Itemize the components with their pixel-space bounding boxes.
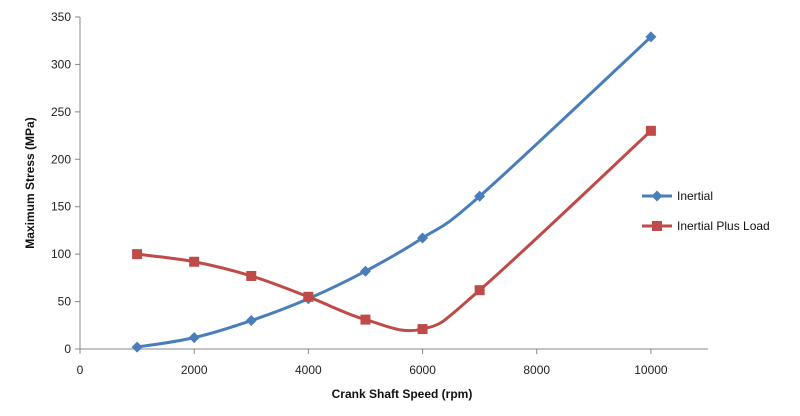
legend-label: Inertial Plus Load [677, 219, 770, 233]
y-tick-label: 200 [51, 152, 71, 166]
series-layer [131, 31, 657, 353]
data-point-square [360, 314, 371, 325]
legend-label: Inertial [677, 189, 713, 203]
y-tick-label: 250 [51, 105, 71, 119]
series-line [136, 129, 652, 333]
y-tick-label: 350 [51, 10, 71, 24]
axes [79, 17, 708, 350]
x-tick-label: 0 [77, 363, 84, 377]
data-point-diamond [417, 232, 429, 244]
data-point-square [417, 324, 428, 335]
data-point-square [246, 270, 257, 281]
y-tick-label: 150 [51, 200, 71, 214]
data-point-diamond [645, 31, 657, 43]
x-tick-label: 4000 [295, 363, 322, 377]
legend-item: Inertial [642, 189, 713, 203]
data-point-diamond [474, 190, 486, 202]
data-point-diamond [245, 315, 257, 327]
series-inertial [131, 31, 657, 353]
legend-item: Inertial Plus Load [642, 219, 770, 233]
data-point-square [189, 256, 200, 267]
y-tick-labels: 0 50 100 150 200 250 300 350 [51, 10, 80, 356]
x-tick-label: 2000 [181, 363, 208, 377]
legend-marker [652, 221, 662, 231]
data-point-square [645, 125, 656, 136]
data-point-diamond [188, 332, 200, 344]
x-axis-title: Crank Shaft Speed (rpm) [332, 387, 473, 401]
x-tick-label: 10000 [634, 363, 668, 377]
data-point-diamond [359, 265, 371, 277]
data-point-square [303, 291, 314, 302]
x-tick-label: 6000 [409, 363, 436, 377]
y-axis-title: Maximum Stress (MPa) [23, 117, 37, 248]
y-tick-label: 50 [58, 295, 72, 309]
data-point-square [474, 285, 485, 296]
data-point-square [132, 249, 143, 260]
y-tick-label: 0 [64, 342, 71, 356]
x-tick-label: 8000 [523, 363, 550, 377]
data-point-diamond [131, 341, 143, 353]
legend: Inertial Inertial Plus Load [642, 189, 770, 233]
y-tick-label: 100 [51, 247, 71, 261]
series-inertial-plus-load [132, 125, 656, 335]
x-tick-labels: 0 2000 4000 6000 8000 10000 [77, 349, 668, 377]
y-tick-label: 300 [51, 57, 71, 71]
series-line [136, 35, 652, 349]
legend-marker [651, 190, 663, 202]
